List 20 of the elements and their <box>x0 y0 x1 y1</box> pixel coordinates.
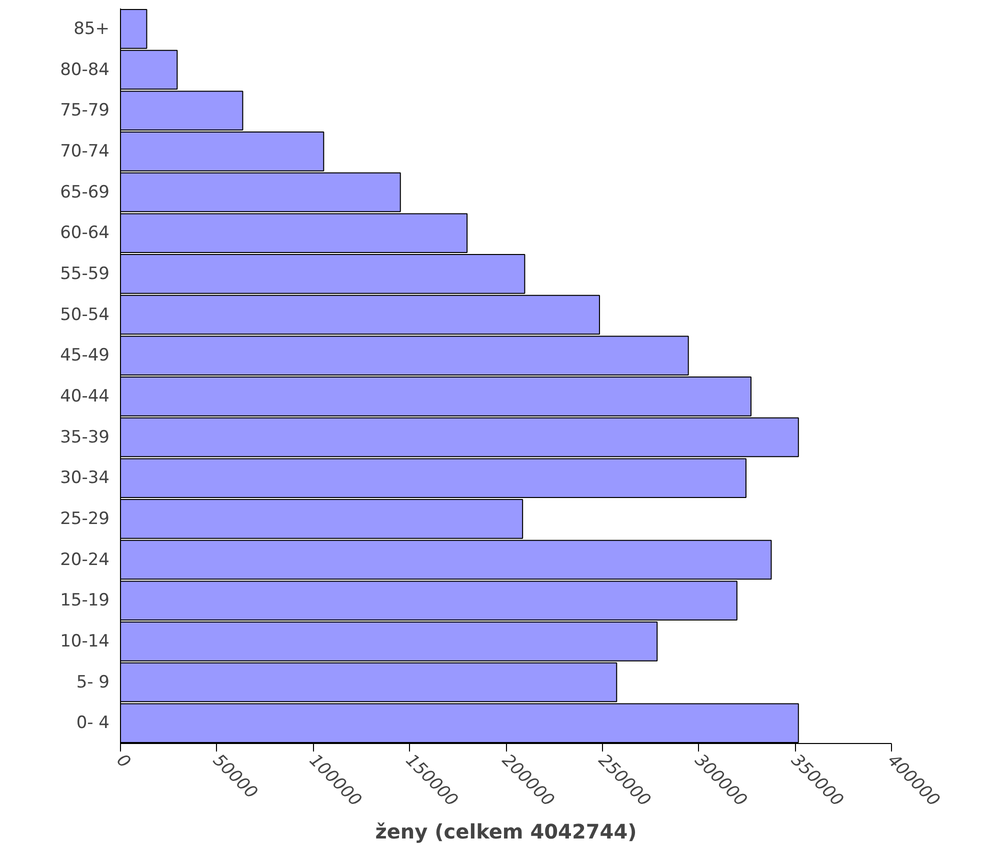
x-axis-title: ženy (celkem 4042744) <box>375 820 637 844</box>
y-tick-label: 85+ <box>74 18 110 39</box>
y-tick-label: 25-29 <box>60 508 110 529</box>
y-tick-label: 75-79 <box>60 100 110 121</box>
y-tick-label: 80-84 <box>60 60 110 80</box>
y-tick-label: 10-14 <box>60 631 110 652</box>
y-tick-label: 55-59 <box>60 264 110 284</box>
y-tick-label: 60-64 <box>60 223 110 244</box>
y-tick-label: 50-54 <box>60 304 110 325</box>
y-tick-label: 15-19 <box>60 590 110 611</box>
y-tick-label: 65-69 <box>60 182 110 202</box>
y-tick-label: 35-39 <box>60 427 110 448</box>
y-tick-label: 40-44 <box>60 386 110 406</box>
y-tick-label: 0- 4 <box>76 713 110 734</box>
y-tick-label: 5- 9 <box>76 672 110 692</box>
y-tick-label: 20-24 <box>60 550 110 570</box>
x-tick-label: 0 <box>112 750 134 772</box>
y-tick-label: 45-49 <box>60 346 110 366</box>
y-tick-label: 70-74 <box>60 141 110 162</box>
y-tick-label: 30-34 <box>60 468 110 488</box>
